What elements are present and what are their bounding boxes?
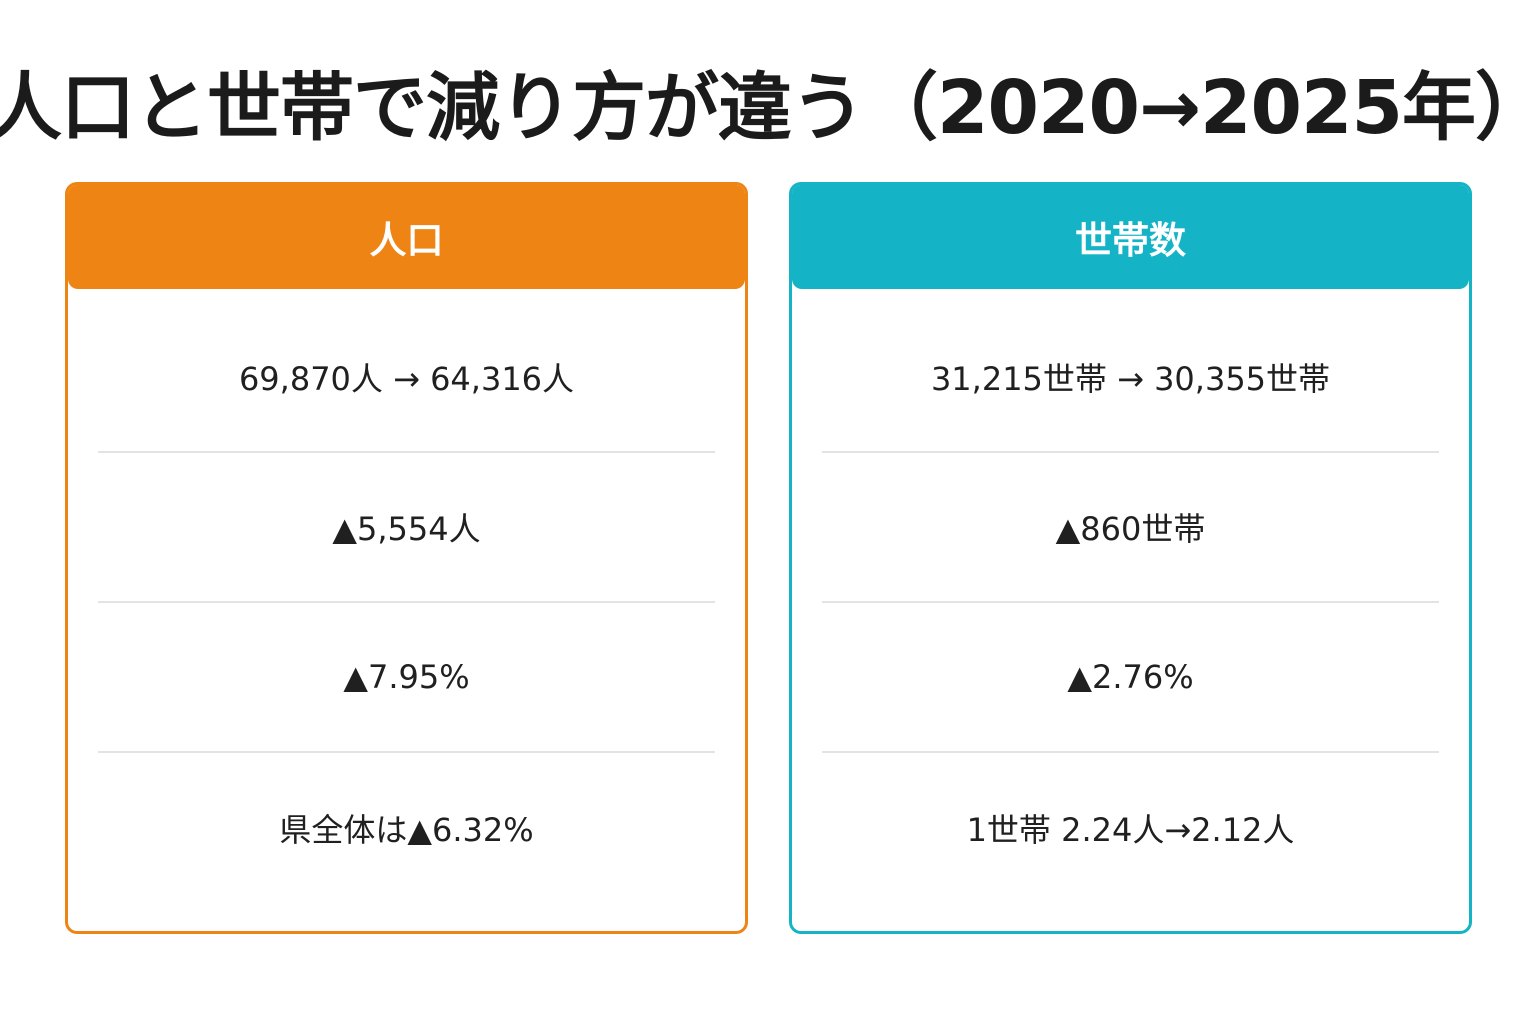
households-card-header: 世帯数 [792,185,1469,289]
households-rate-row: ▲2.76% [822,603,1439,753]
households-decrease-row: ▲860世帯 [822,453,1439,603]
population-rows: 69,870人 → 64,316人 ▲5,554人 ▲7.95% 県全体は▲6.… [98,303,715,903]
population-card: 人口 69,870人 → 64,316人 ▲5,554人 ▲7.95% 県全体は… [65,182,748,934]
page-title: 人口と世帯で減り方が違う（2020→2025年） [0,64,1536,151]
population-rate-row: ▲7.95% [98,603,715,753]
households-rows: 31,215世帯 → 30,355世帯 ▲860世帯 ▲2.76% 1世帯 2.… [822,303,1439,903]
households-change-row: 31,215世帯 → 30,355世帯 [822,303,1439,453]
prefecture-rate-row: 県全体は▲6.32% [279,811,534,849]
persons-per-household-row: 1世帯 2.24人→2.12人 [966,811,1295,849]
population-change-row: 69,870人 → 64,316人 [98,303,715,453]
population-decrease-row: ▲5,554人 [98,453,715,603]
population-card-header: 人口 [68,185,745,289]
households-card: 世帯数 31,215世帯 → 30,355世帯 ▲860世帯 ▲2.76% 1世… [789,182,1472,934]
